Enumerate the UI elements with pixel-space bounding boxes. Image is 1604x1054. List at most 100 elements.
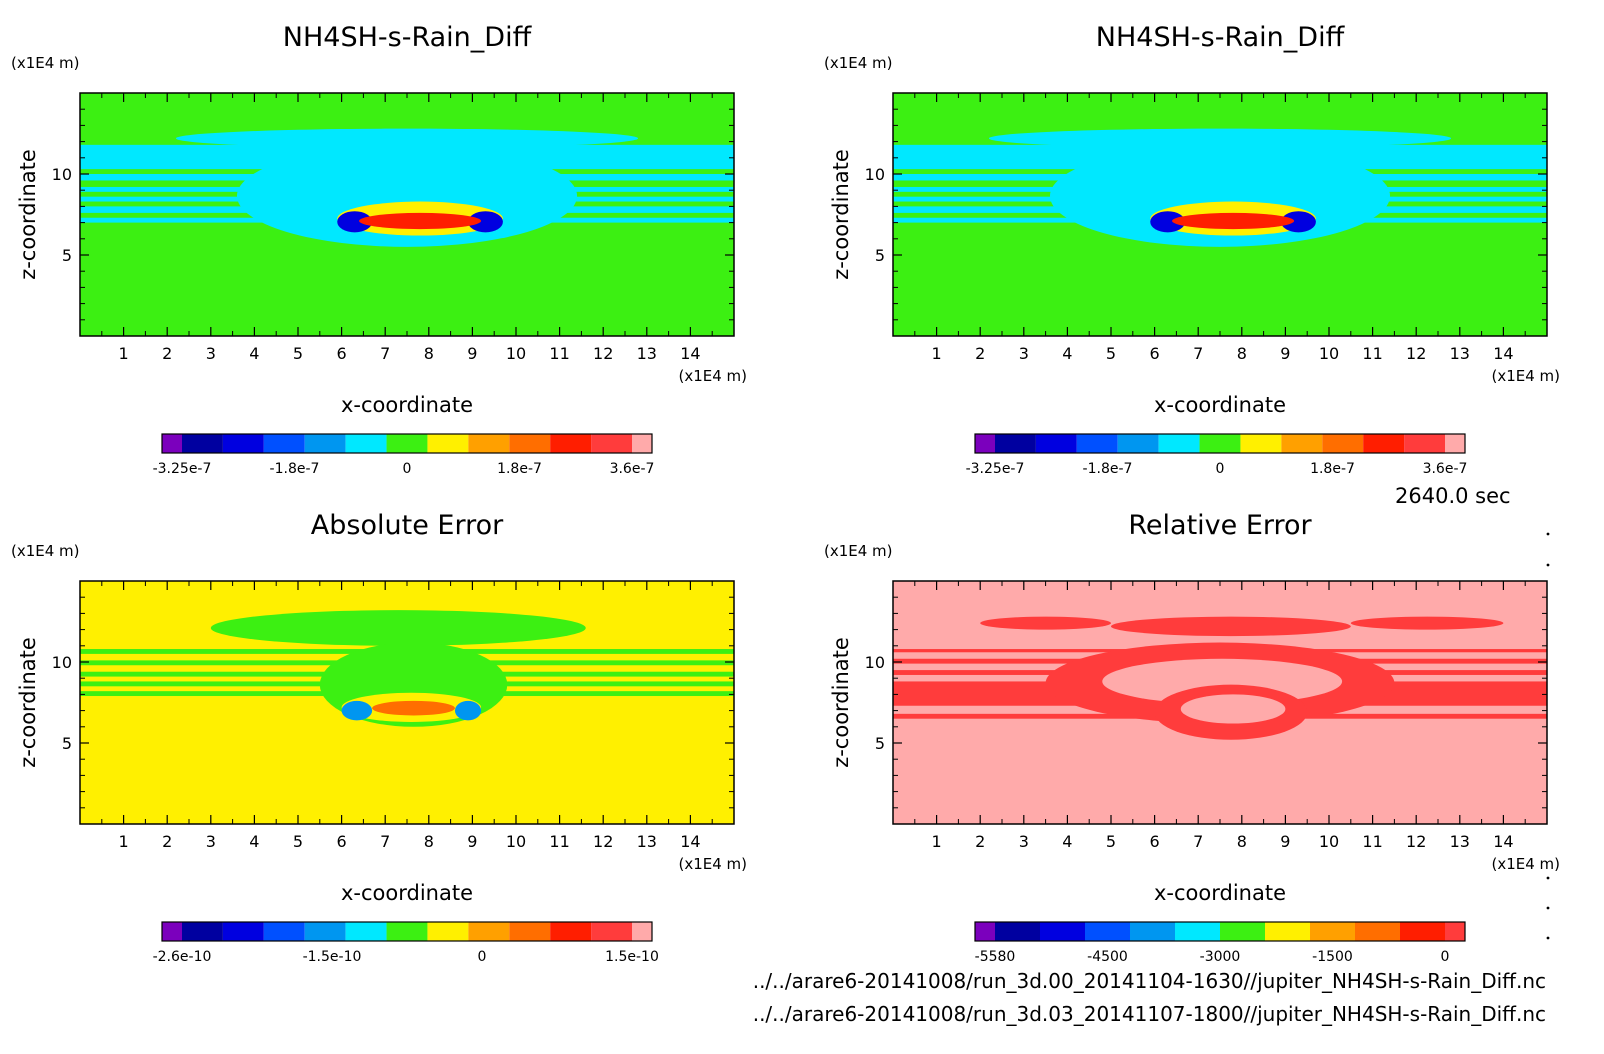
- colorbar-swatch: [995, 434, 1036, 453]
- x-tick-label: 12: [593, 832, 613, 851]
- x-unit-label: (x1E4 m): [678, 855, 747, 873]
- x-tick-label: 12: [1406, 832, 1426, 851]
- field-region: [337, 211, 373, 233]
- colorbar-swatch: [1158, 434, 1200, 453]
- plot-area: [80, 581, 734, 824]
- colorbar-swatch: [1240, 434, 1282, 453]
- colorbar-swatch: [1281, 434, 1323, 453]
- colorbar-swatch: [1445, 922, 1465, 941]
- time-label: 2640.0 sec: [1395, 484, 1511, 508]
- colorbar-swatch: [509, 434, 551, 453]
- y-unit-label: (x1E4 m): [11, 54, 80, 72]
- x-tick-label: 13: [1450, 344, 1470, 363]
- x-tick-label: 9: [1280, 344, 1290, 363]
- field-region: [372, 700, 455, 716]
- colorbar-tick-label: -3000: [1200, 949, 1241, 965]
- x-tick-label: 6: [337, 832, 347, 851]
- x-unit-label: (x1E4 m): [1491, 855, 1560, 873]
- colorbar-tick-label: 0: [1441, 949, 1450, 965]
- colorbar-swatch: [1199, 434, 1241, 453]
- field-region: [1281, 211, 1316, 233]
- x-tick-label: 13: [1450, 832, 1470, 851]
- field-region: [980, 616, 1111, 630]
- colorbar: -2.6e-10 -1.5e-10 0 1.5e-10: [153, 921, 659, 965]
- x-tick-label: 14: [680, 344, 700, 363]
- colorbar-swatch: [995, 922, 1040, 941]
- colorbar-swatch: [222, 922, 264, 941]
- colorbar-swatch: [1400, 922, 1445, 941]
- colorbar-tick-label: -3.25e-7: [966, 461, 1025, 477]
- x-tick-label: 6: [1150, 832, 1160, 851]
- x-tick-label: 11: [549, 344, 569, 363]
- field-region: [1111, 616, 1351, 637]
- y-tick-label: 10: [52, 653, 72, 672]
- colorbar-swatch: [386, 922, 428, 941]
- x-tick-label: 7: [1193, 832, 1203, 851]
- colorbar-swatch: [345, 922, 387, 941]
- chart-title: Relative Error: [1128, 510, 1312, 541]
- x-tick-label: 1: [119, 832, 129, 851]
- colorbar-tick-label: 0: [403, 461, 412, 477]
- x-tick-label: 8: [1237, 344, 1247, 363]
- x-axis-label: x-coordinate: [1154, 881, 1286, 905]
- colorbar-tick-label: -1.8e-7: [1083, 461, 1133, 477]
- chart-title: NH4SH-s-Rain_Diff: [1096, 22, 1346, 53]
- colorbar-tick-label: -5580: [975, 949, 1016, 965]
- colorbar-swatch: [304, 922, 346, 941]
- x-tick-label: 9: [1280, 832, 1290, 851]
- colorbar-swatch: [1404, 434, 1445, 453]
- plot-area: [893, 581, 1547, 824]
- x-tick-label: 2: [975, 344, 985, 363]
- x-tick-label: 6: [337, 344, 347, 363]
- x-tick-label: 3: [206, 832, 216, 851]
- field-region: [175, 128, 639, 149]
- field-region: [468, 211, 503, 233]
- colorbar-swatch: [550, 922, 592, 941]
- colorbar-tick-label: 0: [478, 949, 487, 965]
- x-tick-label: 11: [1362, 832, 1382, 851]
- x-tick-label: 4: [1062, 344, 1072, 363]
- x-tick-label: 11: [549, 832, 569, 851]
- x-tick-label: 5: [293, 344, 303, 363]
- field-region: [1150, 211, 1186, 233]
- colorbar-tick-label: 3.6e-7: [610, 461, 655, 477]
- colorbar-tick-label: -1.8e-7: [270, 461, 320, 477]
- colorbar-swatch: [975, 922, 995, 941]
- x-tick-label: 7: [380, 832, 390, 851]
- colorbar-swatch: [1085, 922, 1130, 941]
- panel-1: 1 2 3 4 5 6 7 8 9 10 11 12 13 14510NH4SH-s-Rain_Diff(…: [11, 22, 747, 477]
- x-tick-label: 4: [1062, 832, 1072, 851]
- field-region: [210, 610, 586, 646]
- colorbar-swatch: [427, 434, 469, 453]
- y-tick-label: 5: [875, 246, 885, 265]
- colorbar-tick-label: 3.6e-7: [1423, 461, 1468, 477]
- x-tick-label: 14: [1493, 344, 1513, 363]
- colorbar-tick-label: -1500: [1312, 949, 1353, 965]
- y-unit-label: (x1E4 m): [11, 542, 80, 560]
- x-tick-label: 10: [506, 832, 526, 851]
- colorbar-swatch: [386, 434, 428, 453]
- x-tick-label: 12: [593, 344, 613, 363]
- x-tick-label: 5: [1106, 344, 1116, 363]
- x-tick-label: 10: [1319, 344, 1339, 363]
- x-tick-label: 8: [1237, 832, 1247, 851]
- colorbar-tick-label: -2.6e-10: [153, 949, 212, 965]
- x-tick-label: 3: [1019, 832, 1029, 851]
- colorbar-swatch: [304, 434, 346, 453]
- colorbar-tick-label: 1.8e-7: [1310, 461, 1355, 477]
- margin-dot: [1546, 906, 1550, 910]
- colorbar-tick-label: -3.25e-7: [153, 461, 212, 477]
- x-tick-label: 2: [162, 344, 172, 363]
- margin-dot: [1546, 936, 1550, 940]
- colorbar-frame: [974, 433, 1466, 454]
- chart-title: Absolute Error: [311, 510, 504, 541]
- x-tick-label: 7: [380, 344, 390, 363]
- colorbar-tick-label: 1.5e-10: [605, 949, 659, 965]
- x-tick-label: 13: [637, 832, 657, 851]
- y-axis-label: z-coordinate: [16, 637, 40, 768]
- colorbar-swatch: [591, 922, 632, 941]
- x-tick-label: 8: [424, 344, 434, 363]
- field-region: [1350, 616, 1504, 630]
- colorbar-swatch: [427, 922, 469, 941]
